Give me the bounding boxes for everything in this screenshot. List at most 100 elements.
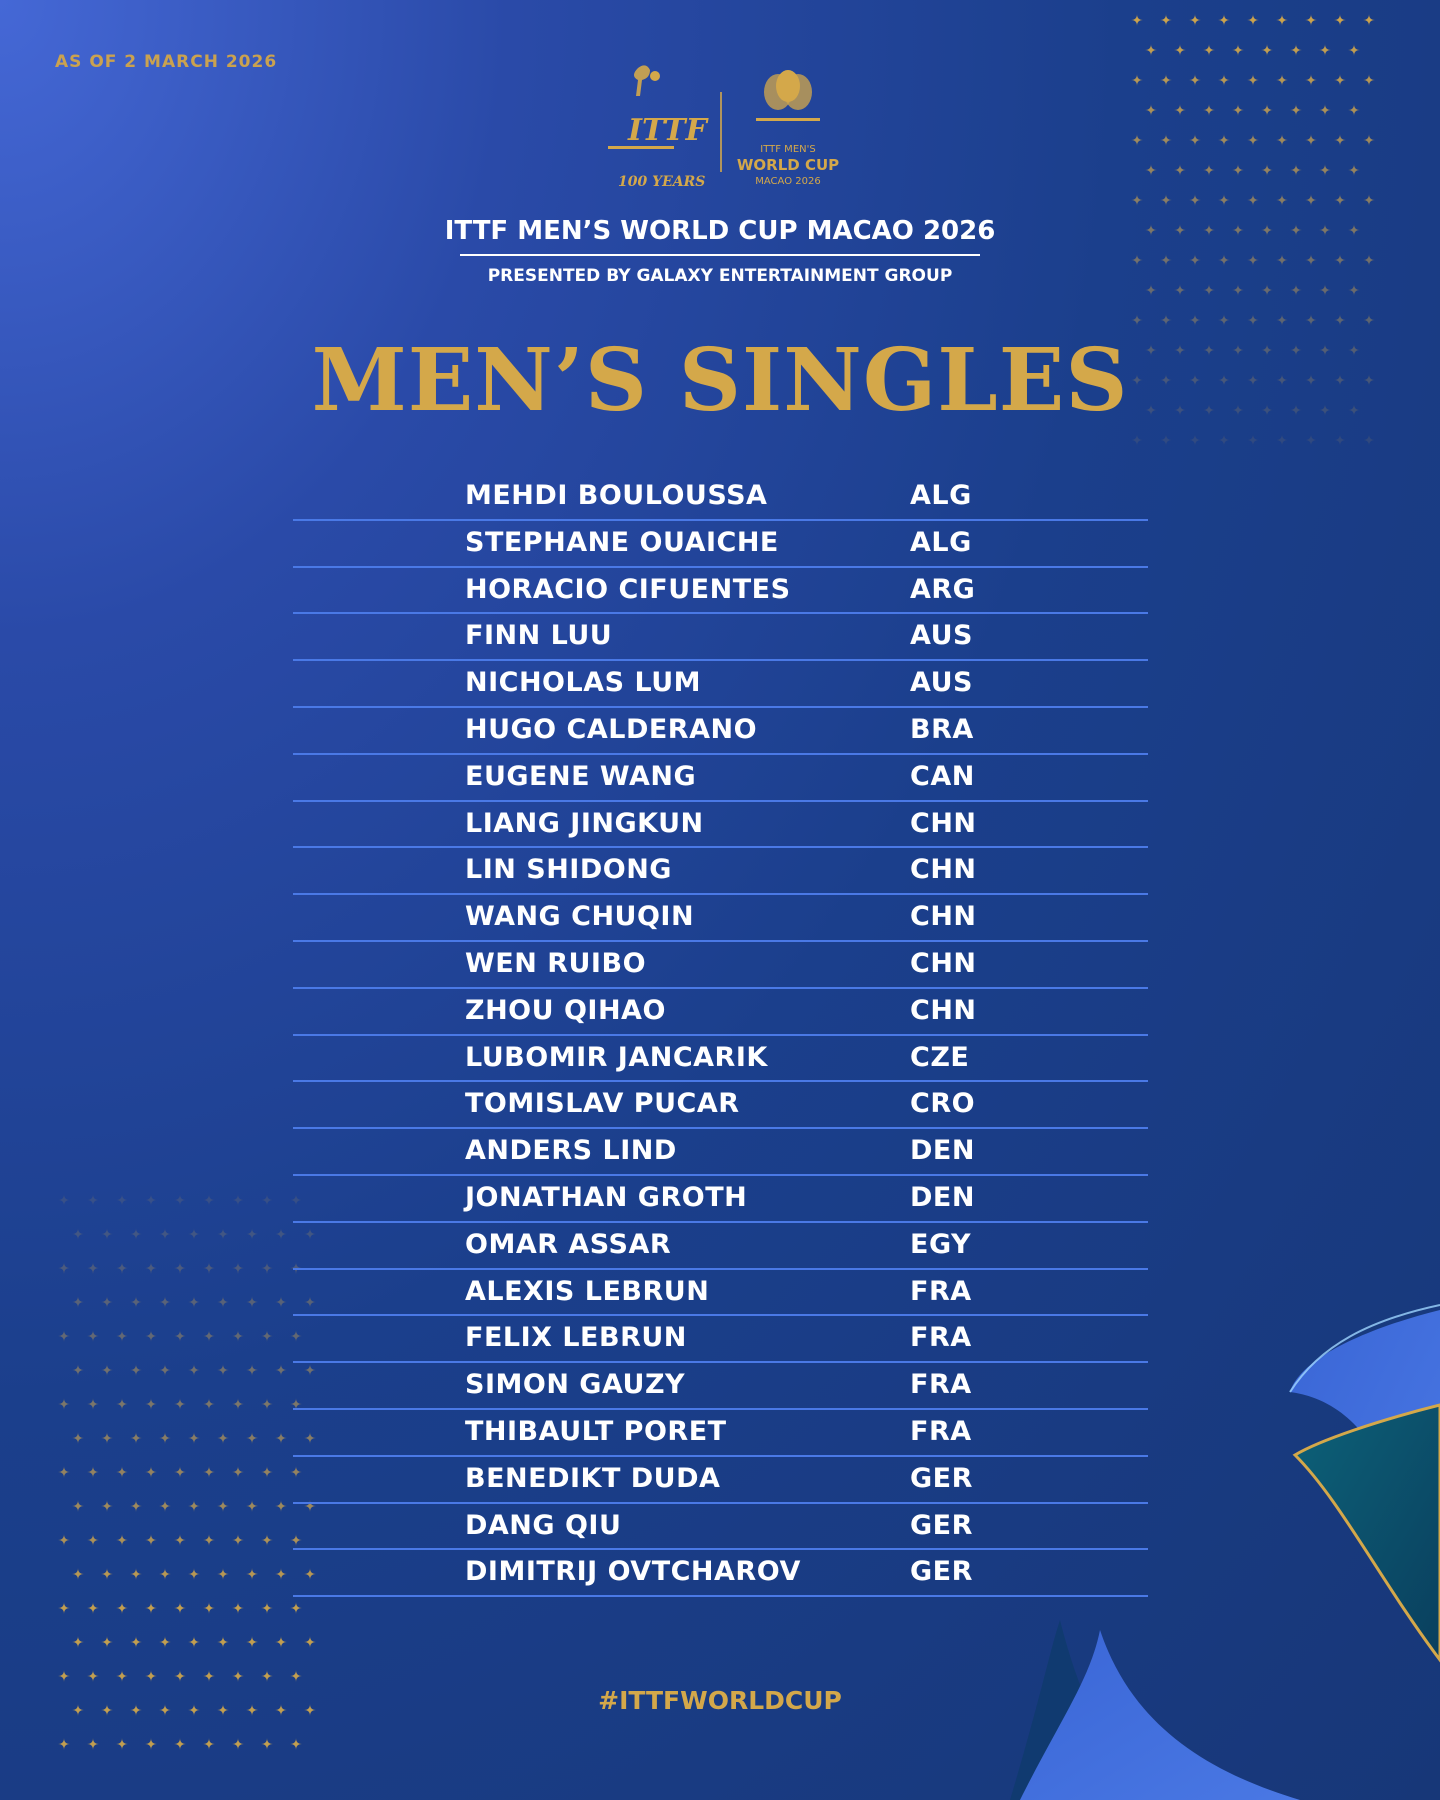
sparkle-icon (188, 1228, 200, 1240)
sparkle-icon (1131, 254, 1143, 266)
player-nation: CHN (910, 854, 977, 886)
player-nation: CHN (910, 807, 977, 839)
player-name: NICHOLAS LUM (465, 667, 701, 699)
sparkle-icon (1276, 194, 1288, 206)
sparkle-icon (130, 1704, 142, 1716)
player-row: HORACIO CIFUENTES ARG (293, 568, 1148, 615)
sparkle-icon (290, 1738, 302, 1750)
sparkle-icon (1319, 284, 1331, 296)
sparkle-icon (1247, 314, 1259, 326)
sparkle-icon (1348, 404, 1360, 416)
sparkle-icon (1189, 254, 1201, 266)
player-row: BENEDIKT DUDA GER (293, 1457, 1148, 1504)
sparkle-icon (203, 1262, 215, 1274)
sparkle-icon (203, 1670, 215, 1682)
player-nation: AUS (910, 667, 973, 699)
sparkle-icon (1174, 164, 1186, 176)
sparkle-icon (304, 1636, 316, 1648)
as-of-date: AS OF 2 MARCH 2026 (55, 52, 278, 72)
sparkle-icon (246, 1432, 258, 1444)
sparkle-icon (101, 1704, 113, 1716)
sparkle-icon (72, 1568, 84, 1580)
sparkle-icon (1160, 434, 1172, 446)
sparkle-icon (1218, 434, 1230, 446)
sparkle-icon (1189, 314, 1201, 326)
sparkle-icon (304, 1228, 316, 1240)
sparkle-icon (1247, 434, 1259, 446)
sparkle-icon (261, 1262, 273, 1274)
sparkle-icon (1232, 164, 1244, 176)
sparkle-icon (1261, 224, 1273, 236)
player-name: LUBOMIR JANCARIK (465, 1041, 768, 1073)
sparkle-icon (58, 1534, 70, 1546)
sparkle-icon (116, 1330, 128, 1342)
sparkle-icon (217, 1568, 229, 1580)
sparkle-icon (145, 1466, 157, 1478)
sparkle-icon (174, 1670, 186, 1682)
player-row: ZHOU QIHAO CHN (293, 989, 1148, 1036)
sparkle-icon (290, 1330, 302, 1342)
sparkle-icon (101, 1636, 113, 1648)
sparkle-icon (1131, 14, 1143, 26)
sparkle-icon (1305, 134, 1317, 146)
page-heading: MEN’S SINGLES (311, 330, 1129, 431)
sparkle-icon (87, 1262, 99, 1274)
sparkle-icon (1203, 104, 1215, 116)
sparkle-icon (304, 1704, 316, 1716)
player-row: TOMISLAV PUCAR CRO (293, 1082, 1148, 1130)
sparkle-icon (101, 1568, 113, 1580)
sparkle-icon (1363, 374, 1375, 386)
sparkle-icon (203, 1194, 215, 1206)
sparkle-icon (1131, 74, 1143, 86)
player-nation: CZE (910, 1041, 970, 1073)
sparkle-icon (1189, 374, 1201, 386)
sparkle-icon (174, 1398, 186, 1410)
world-cup-logo: ITTF MEN'S WORLD CUP MACAO 2026 (737, 70, 839, 187)
sparkle-icon (1218, 14, 1230, 26)
sparkle-icon (261, 1398, 273, 1410)
sparkle-icon (1160, 74, 1172, 86)
sparkle-icon (72, 1364, 84, 1376)
sparkle-icon (1305, 74, 1317, 86)
sparkle-icon (1232, 104, 1244, 116)
sparkle-icon (1319, 164, 1331, 176)
sparkle-icon (1203, 164, 1215, 176)
sparkle-icon (145, 1194, 157, 1206)
player-name: HORACIO CIFUENTES (465, 573, 791, 605)
sparkle-icon (1363, 74, 1375, 86)
player-row: SIMON GAUZY FRA (293, 1363, 1148, 1410)
sparkle-icon (1247, 254, 1259, 266)
player-name: STEPHANE OUAICHE (465, 526, 779, 558)
player-name: WEN RUIBO (465, 947, 647, 979)
sparkle-icon (1203, 224, 1215, 236)
sparkle-icon (159, 1500, 171, 1512)
sparkle-icon (1334, 434, 1346, 446)
presented-by: PRESENTED BY GALAXY ENTERTAINMENT GROUP (487, 266, 953, 286)
player-nation: ARG (910, 573, 976, 605)
player-row: ANDERS LIND DEN (293, 1129, 1148, 1176)
sparkle-icon (1232, 224, 1244, 236)
sparkle-icon (1348, 44, 1360, 56)
sparkle-icon (1218, 74, 1230, 86)
sparkle-icon (58, 1466, 70, 1478)
sparkle-icon (72, 1296, 84, 1308)
sparkle-icon (130, 1228, 142, 1240)
sparkle-icon (1334, 254, 1346, 266)
sparkle-icon (1247, 374, 1259, 386)
sparkle-icon (261, 1194, 273, 1206)
sparkle-icon (217, 1500, 229, 1512)
player-name: EUGENE WANG (465, 760, 697, 792)
player-name: MEHDI BOULOUSSA (465, 480, 768, 511)
sparkle-icon (159, 1568, 171, 1580)
sparkle-icon (87, 1670, 99, 1682)
sparkle-icon (1174, 224, 1186, 236)
player-name: HUGO CALDERANO (465, 713, 758, 745)
sparkle-icon (217, 1432, 229, 1444)
player-row: LIANG JINGKUN CHN (293, 802, 1148, 849)
sparkle-icon (275, 1364, 287, 1376)
sparkle-icon (217, 1704, 229, 1716)
player-nation: FRA (910, 1322, 972, 1354)
sparkle-icon (217, 1296, 229, 1308)
sparkle-icon (290, 1398, 302, 1410)
sparkle-icon (1131, 434, 1143, 446)
